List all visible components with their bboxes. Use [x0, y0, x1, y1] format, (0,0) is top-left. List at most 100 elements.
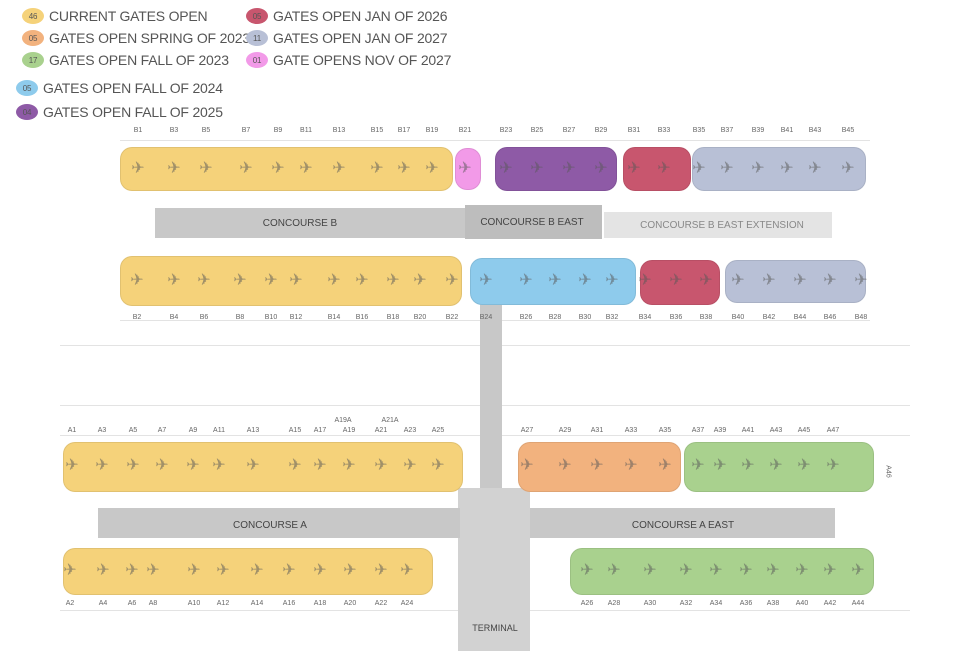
airplane-icon: ✈	[313, 562, 327, 579]
gate-label: B44	[793, 314, 807, 321]
gate-label: A4	[98, 600, 108, 607]
airplane-icon: ✈	[199, 160, 213, 177]
airplane-icon: ✈	[403, 457, 417, 474]
gate-label: B9	[273, 127, 283, 134]
airplane-icon: ✈	[233, 272, 247, 289]
airplane-icon: ✈	[126, 457, 140, 474]
gate-label: A21A	[381, 417, 399, 424]
airplane-icon: ✈	[751, 160, 765, 177]
airplane-icon: ✈	[594, 160, 608, 177]
gate-label: A3	[97, 427, 107, 434]
gate-label: B13	[332, 127, 346, 134]
gate-label: A27	[520, 427, 534, 434]
airplane-icon: ✈	[282, 562, 296, 579]
legend-count-badge: 17	[22, 52, 44, 68]
gate-label: B36	[669, 314, 683, 321]
airplane-icon: ✈	[65, 457, 79, 474]
gate-label: B4	[169, 314, 179, 321]
airplane-icon: ✈	[327, 272, 341, 289]
airplane-icon: ✈	[355, 272, 369, 289]
gate-label: A43	[769, 427, 783, 434]
airplane-icon: ✈	[155, 457, 169, 474]
airplane-icon: ✈	[669, 272, 683, 289]
connector-walkway	[480, 300, 502, 490]
gate-label: B10	[264, 314, 278, 321]
gate-label: A24	[400, 600, 414, 607]
gate-label: A31	[590, 427, 604, 434]
gate-label: A32	[679, 600, 693, 607]
airplane-icon: ✈	[851, 562, 865, 579]
gate-label: A39	[713, 427, 727, 434]
airplane-icon: ✈	[186, 457, 200, 474]
gate-group	[692, 147, 866, 191]
legend-label: GATES OPEN JAN OF 2027	[273, 30, 448, 46]
airplane-icon: ✈	[343, 562, 357, 579]
gate-label: B24	[479, 314, 493, 321]
gate-label: A11	[213, 427, 225, 434]
airplane-icon: ✈	[823, 272, 837, 289]
airplane-icon: ✈	[479, 272, 493, 289]
gate-label: B16	[355, 314, 369, 321]
gate-label: B3	[169, 127, 179, 134]
gate-label: B31	[627, 127, 641, 134]
airplane-icon: ✈	[562, 160, 576, 177]
gate-label: A6	[127, 600, 137, 607]
gate-label: B38	[699, 314, 713, 321]
airplane-icon: ✈	[699, 272, 713, 289]
gate-label: B15	[370, 127, 384, 134]
gate-label: B8	[235, 314, 245, 321]
airplane-icon: ✈	[826, 457, 840, 474]
airplane-icon: ✈	[187, 562, 201, 579]
airplane-icon: ✈	[780, 160, 794, 177]
concourse-b-east-extension-building	[604, 212, 832, 238]
airplane-icon: ✈	[400, 562, 414, 579]
concourse-b-label: CONCOURSE B	[262, 218, 338, 229]
airplane-icon: ✈	[445, 272, 459, 289]
concourse-a-building	[98, 508, 460, 538]
gate-label: B22	[445, 314, 459, 321]
gate-label: A19A	[334, 417, 352, 424]
airplane-icon: ✈	[130, 272, 144, 289]
gate-label: B5	[201, 127, 211, 134]
gate-label: A18	[313, 600, 327, 607]
airplane-icon: ✈	[197, 272, 211, 289]
airplane-icon: ✈	[797, 457, 811, 474]
airplane-icon: ✈	[271, 160, 285, 177]
airplane-icon: ✈	[519, 272, 533, 289]
legend-item: 01 GATE OPENS NOV OF 2027	[246, 52, 451, 68]
gate-group	[63, 548, 433, 595]
airplane-icon: ✈	[413, 272, 427, 289]
airplane-icon: ✈	[731, 272, 745, 289]
gate-group	[120, 256, 462, 306]
legend-item: 04 GATES OPEN FALL OF 2025	[16, 104, 223, 120]
gate-label: B11	[300, 127, 312, 134]
gate-label: A44	[851, 600, 865, 607]
airplane-icon: ✈	[720, 160, 734, 177]
airplane-icon: ✈	[386, 272, 400, 289]
gate-label: B29	[594, 127, 608, 134]
concourse-a-label: CONCOURSE A	[233, 520, 307, 531]
concourse-b-east-label: CONCOURSE B EAST	[480, 217, 584, 228]
gate-label: B6	[199, 314, 209, 321]
gate-label: A30	[643, 600, 657, 607]
gate-label: A13	[246, 427, 260, 434]
airplane-icon: ✈	[679, 562, 693, 579]
concourse-b-building	[155, 208, 465, 238]
gate-label: B1	[133, 127, 143, 134]
gate-label: A5	[128, 427, 138, 434]
airplane-icon: ✈	[548, 272, 562, 289]
airplane-icon: ✈	[762, 272, 776, 289]
gate-label: A42	[823, 600, 837, 607]
airplane-icon: ✈	[691, 457, 705, 474]
legend-count-badge: 01	[246, 52, 268, 68]
gate-label: B32	[605, 314, 619, 321]
airplane-icon: ✈	[425, 160, 439, 177]
airplane-icon: ✈	[657, 160, 671, 177]
gate-label: A21	[374, 427, 388, 434]
legend-count-badge: 05	[246, 8, 268, 24]
gate-label: B33	[657, 127, 671, 134]
airplane-icon: ✈	[289, 272, 303, 289]
airplane-icon: ✈	[95, 457, 109, 474]
gate-label: B34	[638, 314, 652, 321]
airplane-icon: ✈	[638, 272, 652, 289]
